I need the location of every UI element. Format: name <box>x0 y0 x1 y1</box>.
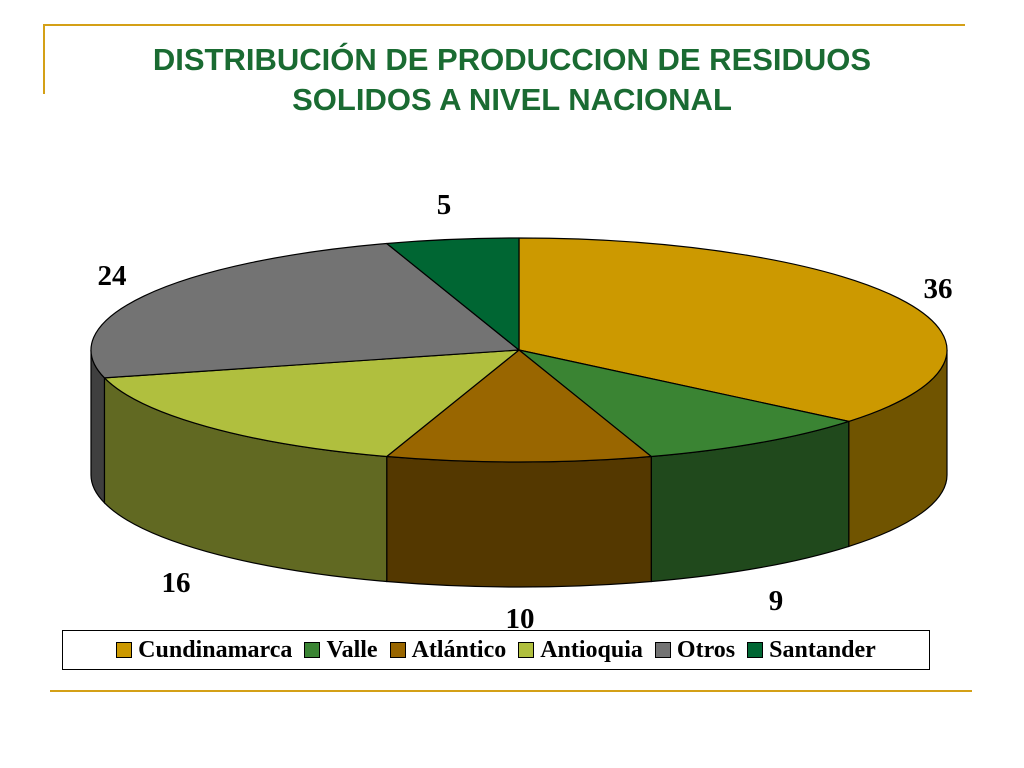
legend-label: Otros <box>676 636 736 663</box>
data-label-atlántico: 10 <box>506 603 535 635</box>
data-label-otros: 24 <box>98 260 127 292</box>
data-label-valle: 9 <box>769 585 784 617</box>
data-label-santander: 5 <box>437 189 452 221</box>
title-line-2: SOLIDOS A NIVEL NACIONAL <box>292 82 732 117</box>
legend-swatch <box>116 642 133 658</box>
legend-label: Atlántico <box>411 636 507 663</box>
legend-item-otros: Otros <box>654 636 736 664</box>
pie-side-atlántico <box>386 455 652 588</box>
legend-label: Valle <box>326 636 378 663</box>
legend-item-antioquia: Antioquia <box>518 637 643 664</box>
legend-swatch <box>654 642 671 658</box>
legend-swatch <box>389 642 406 658</box>
pie-slice-cundinamarca <box>518 237 948 422</box>
pie-slice-atlántico <box>386 349 652 463</box>
legend-swatch <box>518 642 535 658</box>
bottom-rule <box>50 690 972 692</box>
pie-slice-antioquia <box>103 349 520 458</box>
legend-swatch <box>304 642 321 658</box>
title-line-1: DISTRIBUCIÓN DE PRODUCCION DE RESIDUOS <box>152 42 872 77</box>
legend: Cundinamarca Valle Atlántico Antioquia Otros… <box>62 630 930 670</box>
pie-slice-santander <box>386 237 520 351</box>
legend-item-santander: Santander <box>747 637 876 664</box>
pie-slice-otros <box>90 242 520 379</box>
legend-item-atlántico: Atlántico <box>389 636 507 664</box>
data-label-antioquia: 16 <box>162 567 191 599</box>
pie-slice-valle <box>518 349 850 458</box>
legend-swatch <box>747 642 764 658</box>
legend-label: Santander <box>769 636 876 663</box>
chart-title: DISTRIBUCIÓN DE PRODUCCION DE RESIDUOS S… <box>60 40 964 120</box>
legend-item-valle: Valle <box>304 636 378 664</box>
left-rule <box>43 24 45 94</box>
legend-item-cundinamarca: Cundinamarca <box>116 637 292 664</box>
data-label-cundinamarca: 36 <box>924 273 953 305</box>
legend-label: Cundinamarca <box>138 636 293 663</box>
legend-label: Antioquia <box>540 636 643 663</box>
top-rule <box>43 24 965 26</box>
